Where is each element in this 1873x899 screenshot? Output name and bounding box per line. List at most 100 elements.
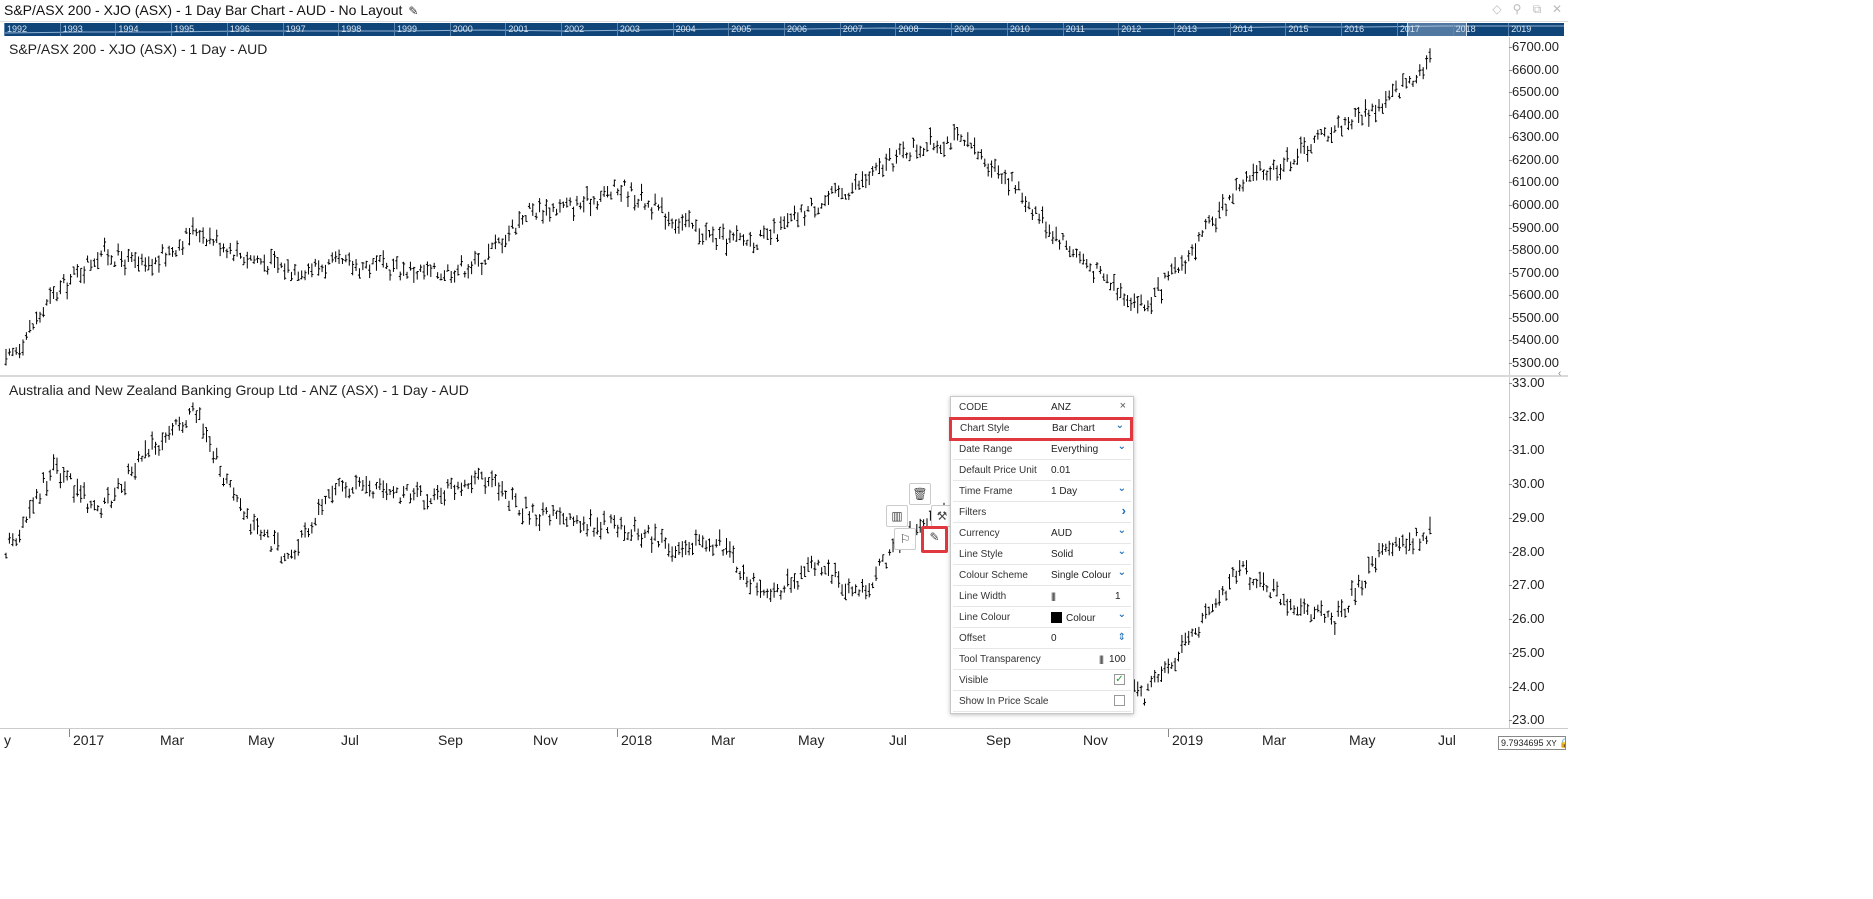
navigator-year[interactable]: 2001 bbox=[505, 23, 528, 36]
prop-row-date-range[interactable]: Date Range Everything ⌄ bbox=[953, 439, 1131, 460]
price-bar bbox=[1397, 92, 1401, 99]
price-bar bbox=[582, 196, 586, 213]
slider-handle-icon[interactable]: ||| bbox=[1099, 654, 1104, 664]
panel-divider[interactable] bbox=[0, 375, 1568, 377]
xy-readout: 9.7934695 XY 🔒 bbox=[1498, 736, 1566, 750]
spinner-icon[interactable]: ⇕ bbox=[1117, 632, 1126, 643]
chart-panel-xjo[interactable]: S&P/ASX 200 - XJO (ASX) - 1 Day - AUD bbox=[4, 37, 1510, 375]
close-icon[interactable]: ✕ bbox=[1551, 2, 1563, 16]
price-bar bbox=[113, 487, 117, 501]
prop-row-line-colour[interactable]: Line Colour Colour ⌄ bbox=[953, 607, 1131, 628]
price-bar bbox=[738, 571, 742, 581]
running-man-icon[interactable]: ⚐ bbox=[894, 528, 916, 550]
price-bar bbox=[7, 348, 11, 356]
navigator-year[interactable]: 2006 bbox=[784, 23, 807, 36]
prop-row-line-style[interactable]: Line Style Solid ⌄ bbox=[953, 544, 1131, 565]
navigator-selection-window[interactable] bbox=[1407, 23, 1467, 36]
prop-row-tool-transparency[interactable]: Tool Transparency ||| 100 bbox=[953, 649, 1131, 670]
prop-value[interactable]: Single Colour bbox=[1051, 570, 1112, 581]
navigator-year[interactable]: 1997 bbox=[282, 23, 306, 36]
navigator-year[interactable]: 2018 bbox=[1452, 23, 1476, 36]
navigator-year[interactable]: 2005 bbox=[728, 23, 751, 36]
chevron-down-icon[interactable]: ⌄ bbox=[1117, 525, 1126, 536]
navigator-year[interactable]: 2002 bbox=[561, 23, 584, 36]
navigator-year[interactable]: 1999 bbox=[394, 23, 417, 36]
prop-value[interactable]: 1 Day bbox=[1051, 486, 1078, 497]
date-navigator[interactable]: 1992 1993 1994 1995 1996 1997 1998 1999 2000 2001… bbox=[4, 23, 1564, 36]
pencil-icon[interactable]: ✎ bbox=[921, 526, 948, 553]
pencil-icon[interactable]: ✎ bbox=[408, 4, 419, 18]
prop-row-offset[interactable]: Offset 0 ⇕ bbox=[953, 628, 1131, 649]
checkbox[interactable] bbox=[1114, 695, 1125, 706]
price-bar bbox=[1041, 206, 1045, 224]
checkbox[interactable]: ✓ bbox=[1114, 674, 1125, 685]
colour-swatch[interactable] bbox=[1051, 612, 1062, 623]
navigator-year[interactable]: 2014 bbox=[1229, 23, 1253, 36]
navigator-year[interactable]: 2008 bbox=[895, 23, 918, 36]
slider-handle-icon[interactable]: ||| bbox=[1051, 591, 1056, 601]
lock-icon[interactable]: 🔒 bbox=[1559, 738, 1565, 748]
bar-chart-icon[interactable]: ▥ bbox=[886, 505, 908, 527]
prop-row-default-price-unit[interactable]: Default Price Unit 0.01 bbox=[953, 460, 1131, 481]
navigator-year[interactable]: 1993 bbox=[59, 23, 83, 36]
prop-value[interactable]: Bar Chart bbox=[1052, 423, 1095, 434]
prop-value[interactable]: 0.01 bbox=[1051, 465, 1071, 476]
price-bar bbox=[286, 259, 290, 273]
navigator-year[interactable]: 1998 bbox=[338, 23, 361, 36]
navigator-year[interactable]: 2015 bbox=[1285, 23, 1308, 36]
chevron-down-icon[interactable]: ⌄ bbox=[1117, 609, 1126, 620]
pin-icon[interactable]: ⚲ bbox=[1512, 2, 1522, 16]
price-bar bbox=[1421, 532, 1425, 541]
prop-row-chart-style[interactable]: Chart Style Bar Chart ⌄ bbox=[949, 417, 1133, 441]
price-bar bbox=[507, 500, 511, 511]
navigator-year[interactable]: 2016 bbox=[1341, 23, 1364, 36]
chevron-down-icon[interactable]: ⌄ bbox=[1117, 546, 1126, 557]
trash-icon[interactable]: 🗑 bbox=[909, 483, 931, 505]
prop-row-show-in-price-scale[interactable]: Show In Price Scale bbox=[953, 691, 1131, 712]
navigator-year[interactable]: 1996 bbox=[226, 23, 250, 36]
navigator-year[interactable]: 2011 bbox=[1062, 23, 1085, 36]
close-icon[interactable]: × bbox=[1119, 400, 1126, 412]
prop-row-visible[interactable]: Visible ✓ bbox=[953, 670, 1131, 691]
price-axis-anz[interactable]: 33.00 32.00 31.00 30.00 29.00 28.00 27.00 26.00… bbox=[1509, 375, 1568, 728]
price-axis-xjo[interactable]: 6700.00 6600.00 6500.00 6400.00 6300.00 6200.… bbox=[1509, 37, 1568, 375]
navigator-year[interactable]: 2010 bbox=[1006, 23, 1030, 36]
prop-row-line-width[interactable]: Line Width ||| 1 bbox=[953, 586, 1131, 607]
navigator-year[interactable]: 1995 bbox=[171, 23, 194, 36]
restore-icon[interactable]: ⧉ bbox=[1532, 2, 1542, 16]
prop-value[interactable]: AUD bbox=[1051, 528, 1073, 539]
chevron-right-icon[interactable]: › bbox=[1121, 503, 1126, 518]
chart-panel-anz[interactable]: Australia and New Zealand Banking Group … bbox=[4, 377, 1510, 728]
chevron-down-icon[interactable]: ⌄ bbox=[1115, 420, 1124, 431]
navigator-year[interactable]: 2012 bbox=[1118, 23, 1141, 36]
navigator-year[interactable]: 2017 bbox=[1396, 23, 1420, 36]
chevron-down-icon[interactable]: ⌄ bbox=[1117, 483, 1126, 494]
diamond-icon[interactable]: ◇ bbox=[1492, 2, 1502, 16]
prop-value[interactable]: ||| 1 bbox=[1051, 591, 1121, 602]
prop-value[interactable]: 0 bbox=[1051, 633, 1057, 644]
price-bar bbox=[623, 179, 627, 186]
navigator-year[interactable]: 2009 bbox=[951, 23, 974, 36]
navigator-year[interactable]: 1994 bbox=[115, 23, 138, 36]
chevron-down-icon[interactable]: ⌄ bbox=[1117, 567, 1126, 578]
price-bar bbox=[582, 516, 586, 531]
prop-row-time-frame[interactable]: Time Frame 1 Day ⌄ bbox=[953, 481, 1131, 502]
chevron-left-icon[interactable]: ‹ bbox=[1558, 368, 1562, 379]
prop-row-colour-scheme[interactable]: Colour Scheme Single Colour ⌄ bbox=[953, 565, 1131, 586]
prop-value[interactable]: Colour bbox=[1051, 612, 1095, 624]
date-axis[interactable]: 9.7934695 XY 🔒 y 2017 Mar May Jul Sep Nov 2018 M… bbox=[0, 728, 1568, 752]
prop-value[interactable]: ||| 100 bbox=[1099, 654, 1126, 665]
prop-value[interactable]: Everything bbox=[1051, 444, 1099, 455]
navigator-year[interactable]: 2013 bbox=[1174, 23, 1197, 36]
chevron-down-icon[interactable]: ⌄ bbox=[1117, 441, 1126, 452]
navigator-year[interactable]: 2003 bbox=[616, 23, 640, 36]
prop-row-filters[interactable]: Filters › bbox=[953, 502, 1131, 523]
navigator-year[interactable]: 2000 bbox=[449, 23, 473, 36]
navigator-year[interactable]: 1992 bbox=[4, 23, 27, 36]
prop-value[interactable]: Solid bbox=[1051, 549, 1074, 560]
navigator-year[interactable]: 2007 bbox=[839, 23, 863, 36]
price-tick-label: 6500.00 bbox=[1509, 84, 1559, 100]
navigator-year[interactable]: 2004 bbox=[672, 23, 696, 36]
prop-row-currency[interactable]: Currency AUD ⌄ bbox=[953, 523, 1131, 544]
navigator-year[interactable]: 2019 bbox=[1508, 23, 1531, 36]
